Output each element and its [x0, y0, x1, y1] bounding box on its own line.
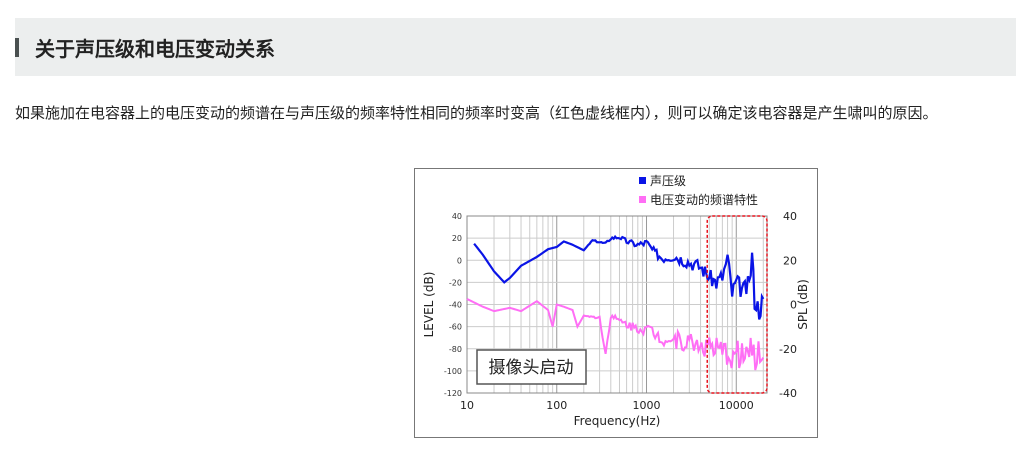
series-line-voltage — [466, 298, 765, 371]
y-tick-label: -80 — [449, 345, 462, 354]
y-tick-label: -20 — [449, 278, 462, 287]
series-line-spl — [473, 234, 765, 320]
y-tick-label: 0 — [457, 256, 462, 265]
chart-figure: 10 100 1000 10000 40 20 0 -20 -40 -60 -80 -100 -120 4… — [414, 168, 818, 438]
x-axis-label: Frequency(Hz) — [574, 414, 661, 428]
y2-tick-label: 40 — [783, 210, 797, 223]
legend-label: 电压变动的频谱特性 — [650, 192, 758, 207]
y2-tick-label: -40 — [779, 387, 797, 400]
annotation-label: 摄像头启动 — [489, 358, 574, 378]
y-axis-label: LEVEL (dB) — [422, 272, 436, 338]
header-accent-bar — [15, 38, 19, 57]
x-tick-label: 100 — [546, 399, 567, 412]
annotation-box — [476, 349, 587, 385]
description-paragraph: 如果施加在电容器上的电压变动的频谱在与声压级的频率特性相同的频率时变高（红色虚线… — [15, 104, 938, 122]
section-header: 关于声压级和电压变动关系 — [15, 18, 1016, 76]
legend-swatch — [639, 196, 646, 203]
x-tick-label: 10 — [460, 399, 474, 412]
highlight-box — [706, 215, 768, 394]
legend-label: 声压级 — [650, 174, 686, 188]
y2-tick-label: 0 — [790, 299, 797, 312]
y-tick-label: 40 — [452, 212, 462, 221]
y-tick-label: -60 — [449, 323, 462, 332]
legend-swatch — [639, 177, 646, 184]
y-tick-label: -100 — [444, 367, 462, 376]
y2-tick-label: 20 — [783, 254, 797, 267]
x-tick-label: 10000 — [719, 399, 754, 412]
y2-axis-label: SPL (dB) — [796, 279, 810, 330]
y-tick-label: -120 — [444, 389, 462, 398]
y-tick-label: -40 — [449, 301, 462, 310]
x-tick-label: 1000 — [633, 399, 661, 412]
frequency-chart: 10 100 1000 10000 40 20 0 -20 -40 -60 -80 -100 -120 4… — [422, 174, 810, 428]
section-title: 关于声压级和电压变动关系 — [35, 37, 275, 61]
y2-tick-label: -20 — [779, 343, 797, 356]
y-tick-label: 20 — [452, 234, 462, 243]
